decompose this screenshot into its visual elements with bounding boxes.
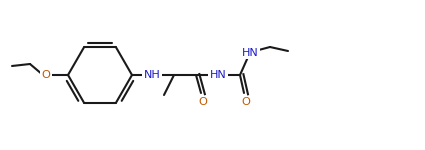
Text: NH: NH xyxy=(144,70,160,80)
Text: HN: HN xyxy=(210,70,227,80)
Text: O: O xyxy=(241,97,250,107)
Text: O: O xyxy=(42,70,51,80)
Text: O: O xyxy=(198,97,207,107)
Text: HN: HN xyxy=(242,48,258,58)
